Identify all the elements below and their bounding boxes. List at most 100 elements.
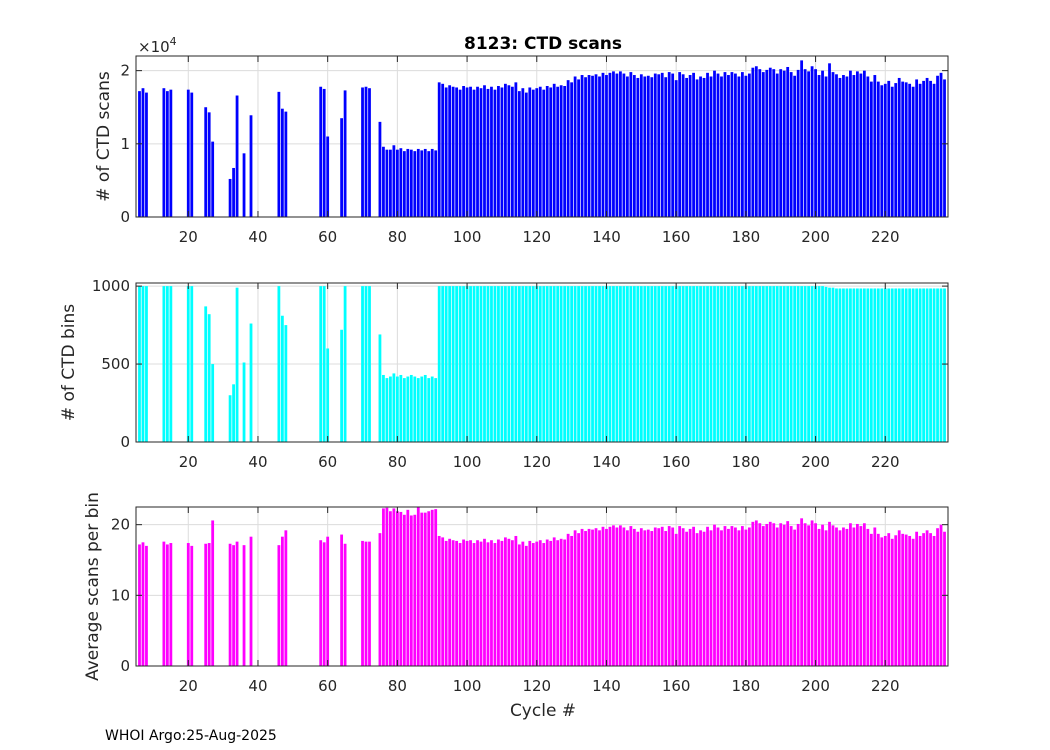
bar-cycle-207 [838,288,842,442]
bar-cycle-38 [249,323,253,442]
bar-cycle-58 [319,286,323,442]
bar-cycle-32 [228,178,232,217]
bar-cycle-165 [692,526,695,666]
bar-cycle-213 [859,526,863,666]
bar-cycle-86 [416,148,420,217]
bar-cycle-131 [573,286,577,442]
bar-cycle-25 [204,306,208,442]
bar-cycle-209 [845,76,849,218]
y-tick-label: 0 [120,657,130,675]
bar-cycle-146 [625,286,629,442]
bar-cycle-93 [441,537,445,666]
bar-cycle-230 [918,83,922,217]
bar-cycle-155 [657,74,661,217]
bar-cycle-197 [803,69,807,217]
bar-cycle-34 [235,287,239,442]
bar-cycle-70 [361,87,364,217]
bar-cycle-230 [918,535,922,666]
bar-cycle-123 [545,539,549,666]
bar-cycle-192 [786,521,790,666]
bar-cycle-121 [538,286,542,442]
bar-cycle-13 [162,541,166,666]
bar-cycle-48 [284,111,288,217]
bar-cycle-77 [385,507,389,666]
bar-cycle-167 [699,286,702,442]
bar-cycle-201 [817,286,821,442]
bar-cycle-114 [514,286,518,442]
bar-cycle-139 [601,72,605,217]
bar-cycle-175 [727,528,730,666]
bar-cycle-7 [141,286,145,442]
bar-cycle-159 [671,73,675,217]
bar-cycle-118 [528,286,532,442]
bar-cycle-195 [796,286,800,442]
bar-cycle-144 [619,286,622,442]
bar-cycle-119 [531,286,535,442]
bar-cycle-196 [800,518,804,666]
bar-cycle-178 [737,530,741,666]
bar-cycle-163 [685,286,689,442]
bar-cycle-135 [587,528,591,666]
bar-cycle-7 [141,88,145,217]
bar-cycle-111 [504,537,507,666]
bar-cycle-231 [922,533,925,666]
bar-cycle-150 [639,286,643,442]
bar-cycle-152 [646,75,650,217]
bar-cycle-89 [427,511,431,666]
bar-cycle-235 [936,528,939,666]
bar-cycle-146 [625,530,629,666]
bar-cycle-187 [768,286,772,442]
bar-cycle-75 [378,121,382,217]
bar-cycle-230 [918,288,922,442]
bar-cycle-47 [280,315,284,442]
bar-cycle-215 [866,76,870,218]
bar-cycle-179 [740,286,744,442]
bar-cycle-72 [368,541,371,666]
bar-cycle-158 [667,286,671,442]
bar-cycle-71 [364,286,368,442]
bar-cycle-227 [908,288,912,442]
bar-cycle-218 [876,288,880,442]
bar-cycle-224 [897,77,901,217]
bar-cycle-26 [207,543,211,666]
bar-cycle-60 [326,136,330,217]
bar-cycle-155 [657,528,661,666]
x-tick-label: 100 [453,228,482,246]
bar-cycle-214 [862,288,866,442]
bar-cycle-201 [817,75,821,217]
bar-cycle-106 [486,542,490,666]
bar-cycle-133 [580,528,584,666]
bar-cycle-170 [709,76,713,218]
bar-cycle-160 [674,286,678,442]
bar-cycle-95 [448,538,452,666]
bar-cycle-33 [232,384,235,442]
bar-cycle-145 [622,527,626,666]
bar-cycle-118 [528,540,532,666]
bar-cycle-82 [402,514,406,666]
bar-cycle-136 [591,529,594,666]
bar-cycle-221 [887,80,891,217]
bar-cycle-138 [598,76,601,218]
bar-cycle-171 [713,524,716,666]
bar-cycle-20 [186,286,190,442]
bar-cycle-224 [897,530,901,666]
bar-cycle-126 [556,86,560,218]
bar-cycle-184 [758,69,762,217]
bar-cycle-87 [420,376,424,442]
bar-cycle-145 [622,73,626,217]
bar-cycle-194 [793,286,797,442]
bar-cycle-189 [775,73,779,217]
bar-cycle-25 [204,543,208,666]
bar-cycle-222 [890,288,894,442]
bar-cycle-120 [535,286,539,442]
x-tick-label: 180 [732,453,761,471]
bar-cycle-211 [852,288,856,442]
bar-cycle-100 [465,87,469,217]
bar-cycle-184 [758,286,762,442]
bar-cycle-142 [612,525,615,666]
bar-cycle-217 [873,75,877,217]
x-tick-label: 200 [801,228,830,246]
bar-cycle-99 [462,286,465,442]
bar-cycle-60 [326,536,330,666]
bar-cycle-36 [242,362,246,442]
